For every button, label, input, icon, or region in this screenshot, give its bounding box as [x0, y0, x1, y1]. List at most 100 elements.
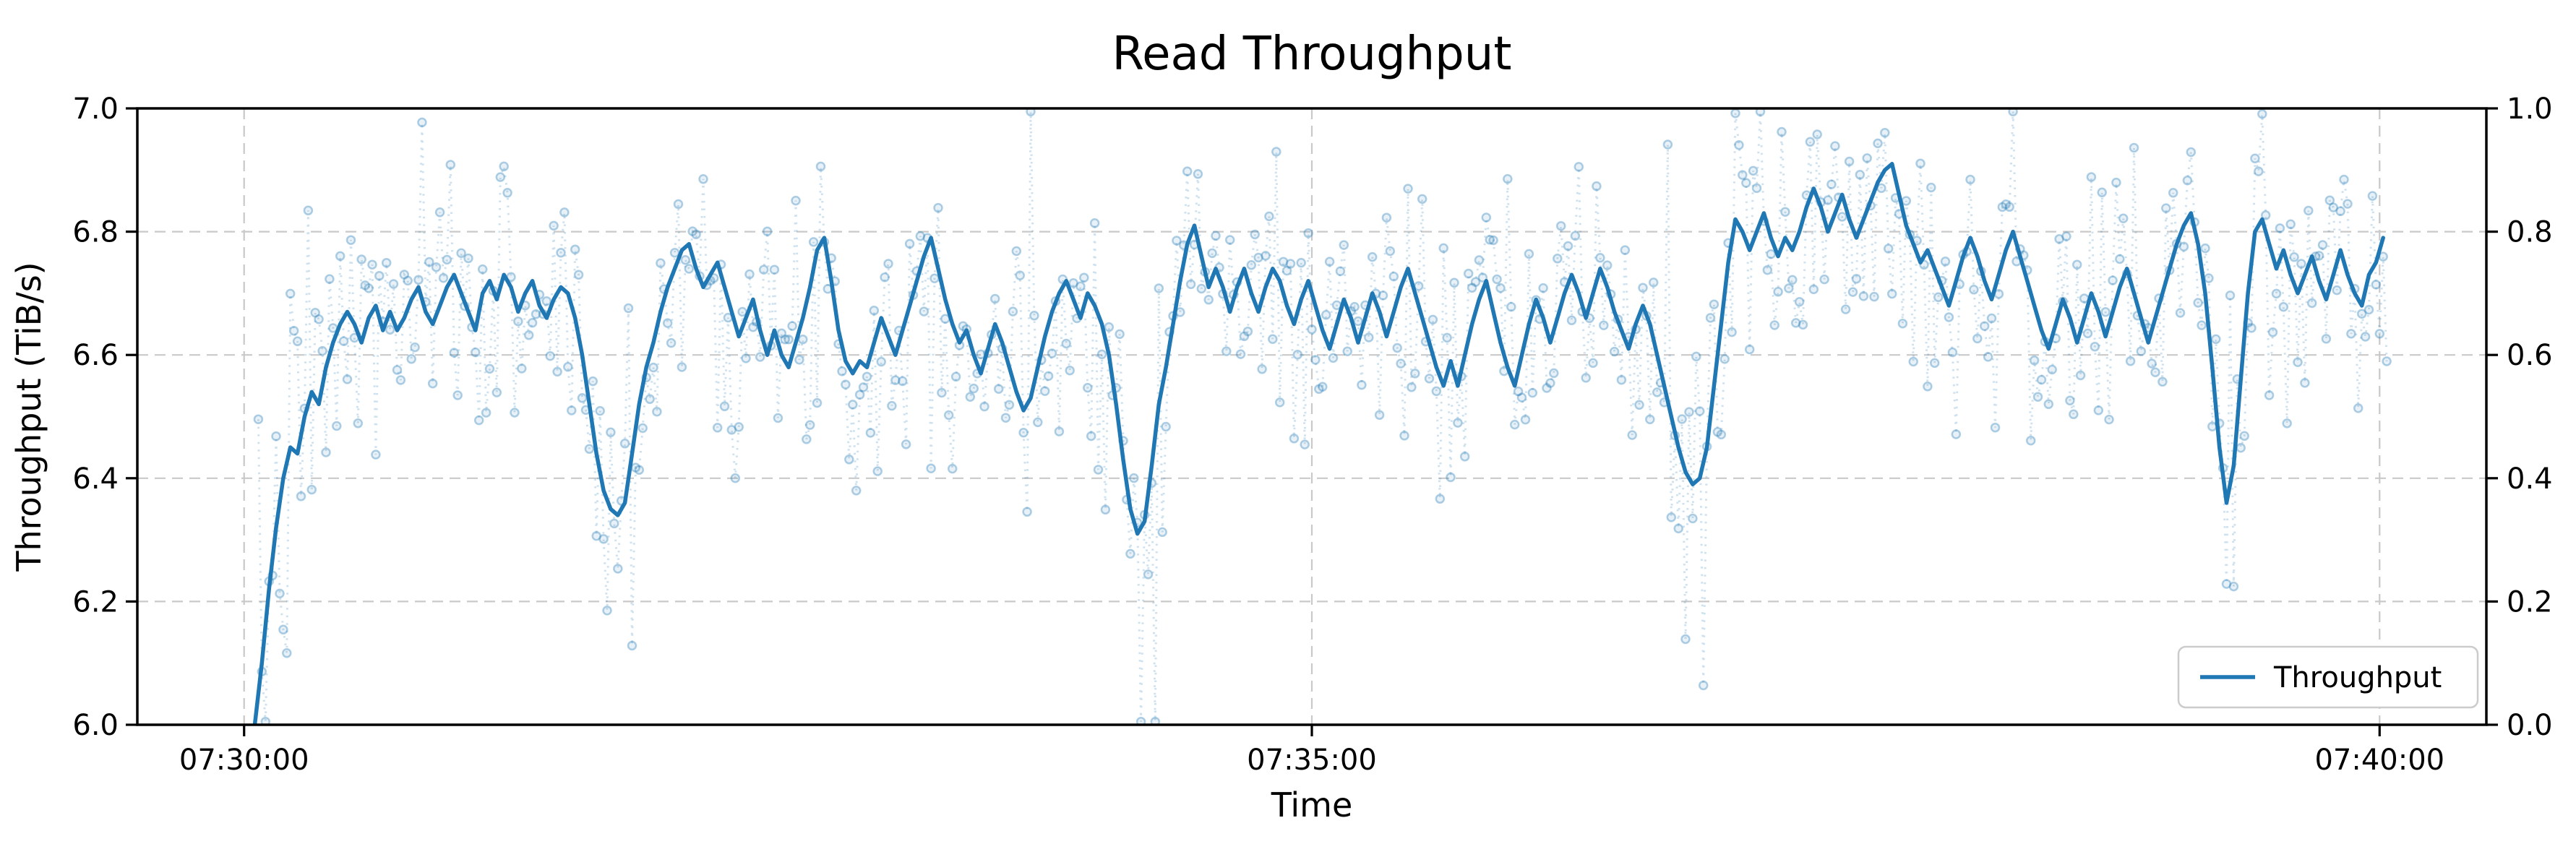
raw-sample-point — [1463, 268, 1474, 279]
raw-sample-point — [1470, 277, 1481, 288]
raw-sample-point — [314, 314, 324, 324]
raw-sample-point — [1897, 318, 1908, 329]
raw-sample-point — [691, 229, 701, 240]
raw-sample-point — [2065, 395, 2075, 406]
raw-sample-point — [1524, 249, 1534, 259]
raw-sample-point — [637, 423, 648, 434]
raw-sample-point — [392, 365, 403, 375]
raw-sample-point — [1705, 313, 1716, 323]
raw-sample-point — [666, 337, 677, 348]
raw-sample-point — [1086, 431, 1096, 442]
raw-sample-point — [513, 316, 523, 327]
raw-sample-point — [1790, 318, 1801, 328]
raw-sample-point — [776, 328, 787, 338]
raw-sample-point — [1442, 332, 1452, 343]
raw-sample-point — [477, 264, 488, 275]
raw-sample-point — [517, 363, 527, 374]
raw-sample-point — [1459, 452, 1470, 462]
tick-labels: 6.0 6.2 6.4 6.6 6.8 7.0 0.0 0.2 0.4 0.6 0.8 1.0 07:3… — [72, 92, 2552, 777]
raw-sample-point — [1296, 257, 1306, 268]
raw-sample-point — [1616, 374, 1627, 385]
raw-sample-point — [645, 394, 655, 405]
y-right-tick-label: 0.4 — [2507, 462, 2553, 496]
raw-sample-point — [726, 425, 737, 435]
raw-sample-point — [1018, 427, 1029, 438]
raw-sample-point — [2150, 367, 2160, 377]
raw-sample-point — [1403, 184, 1413, 194]
raw-sample-point — [2129, 142, 2139, 153]
raw-sample-point — [1396, 358, 1406, 369]
raw-sample-point — [1826, 179, 1837, 189]
raw-sample-point — [1039, 386, 1050, 396]
raw-sample-point — [1837, 212, 1847, 222]
raw-sample-point — [345, 235, 356, 245]
raw-sample-point — [1851, 274, 1862, 284]
raw-sample-point — [1431, 386, 1442, 397]
y-right-tick-label: 0.2 — [2507, 585, 2553, 619]
raw-sample-point — [364, 283, 374, 293]
raw-sample-point — [2047, 364, 2057, 375]
raw-sample-point — [2082, 328, 2093, 339]
raw-sample-point — [958, 321, 969, 331]
raw-sample-point — [1734, 139, 1744, 150]
raw-sample-point — [2104, 414, 2114, 425]
raw-sample-point — [2197, 320, 2207, 330]
x-tick-label: 07:30:00 — [179, 744, 309, 777]
raw-sample-point — [1274, 397, 1285, 408]
raw-sample-point — [862, 371, 872, 382]
y-left-tick-label: 6.4 — [72, 462, 119, 496]
raw-sample-point — [1268, 334, 1278, 344]
raw-sample-point — [1172, 236, 1182, 246]
raw-sample-point — [926, 463, 936, 473]
raw-sample-point — [677, 362, 687, 372]
raw-sample-point — [804, 420, 815, 430]
raw-sample-point — [1581, 373, 1591, 383]
raw-sample-point — [1855, 170, 1866, 180]
raw-sample-point — [950, 371, 961, 382]
raw-sample-point — [613, 564, 623, 574]
raw-sample-point — [2032, 392, 2043, 402]
raw-sample-point — [1310, 355, 1321, 365]
raw-sample-point — [1986, 313, 1997, 324]
raw-sample-point — [285, 288, 296, 299]
raw-sample-point — [1698, 680, 1709, 691]
raw-sample-point — [1271, 147, 1281, 157]
raw-sample-point — [1712, 427, 1723, 437]
raw-sample-point — [1196, 283, 1207, 294]
raw-sample-point — [794, 355, 804, 365]
raw-sample-point — [734, 422, 744, 432]
raw-sample-point — [577, 393, 588, 403]
raw-sample-point — [1339, 240, 1349, 250]
raw-sample-point — [1538, 283, 1548, 293]
raw-sample-point — [395, 375, 406, 385]
raw-sample-point — [2178, 241, 2189, 252]
raw-sample-point — [1563, 241, 1573, 251]
raw-sample-point — [1015, 270, 1025, 280]
raw-sample-point — [1688, 513, 1698, 524]
raw-sample-point — [1076, 281, 1086, 291]
raw-sample-point — [1349, 301, 1360, 312]
raw-sample-point — [1926, 182, 1936, 193]
raw-sample-point — [634, 465, 645, 475]
raw-sample-point — [1840, 304, 1851, 314]
raw-sample-point — [762, 226, 773, 236]
raw-sample-point — [481, 408, 491, 418]
raw-sample-point — [1068, 277, 1078, 288]
raw-sample-point — [1427, 314, 1438, 325]
raw-sample-point — [730, 473, 741, 483]
raw-sample-point — [1065, 365, 1075, 376]
raw-sample-point — [1129, 473, 1139, 483]
raw-sample-point — [1720, 354, 1730, 364]
raw-sample-point — [2304, 205, 2314, 216]
raw-sample-point — [1666, 512, 1677, 522]
raw-sample-point — [1691, 351, 1701, 362]
raw-sample-point — [851, 486, 862, 496]
raw-sample-point — [427, 378, 438, 389]
raw-sample-point — [1748, 165, 1759, 176]
plot-area — [252, 108, 2392, 725]
raw-sample-point — [1506, 301, 1516, 312]
raw-sample-point — [260, 716, 271, 725]
raw-sample-point — [1150, 716, 1161, 725]
raw-sample-point — [541, 296, 552, 306]
